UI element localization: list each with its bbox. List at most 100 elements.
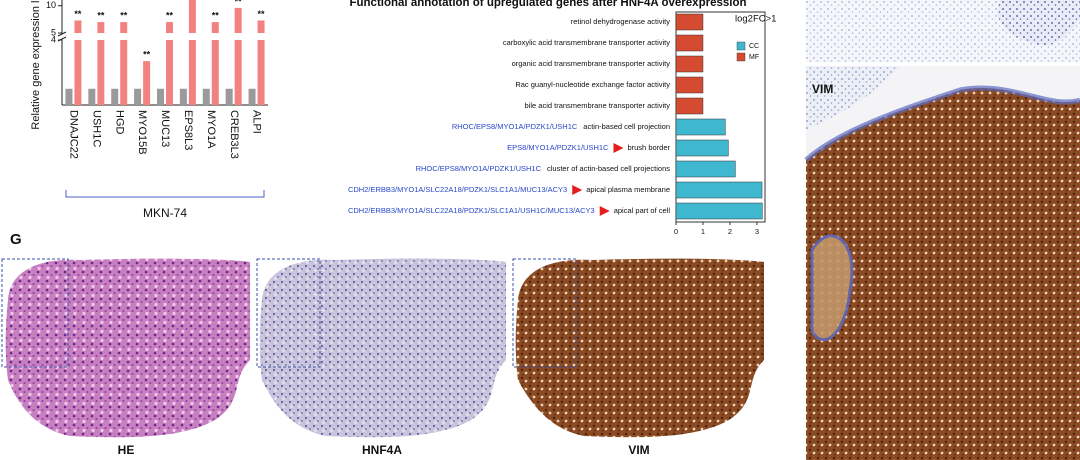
bar [234, 40, 242, 105]
annotation: log2FC>1 [735, 14, 776, 25]
bar [65, 88, 73, 105]
histology-image [512, 258, 766, 441]
x-tick-label: 0 [674, 227, 678, 236]
x-tick-label: 1 [701, 227, 705, 236]
histology-image [806, 0, 1080, 62]
bar [248, 88, 256, 105]
bar [97, 22, 105, 33]
bar [134, 88, 142, 105]
significance-label: ** [74, 9, 82, 19]
gene-list: CDH2/ERBB3/MYO1A/SLC22A18/PDZK1/SLC1A1/U… [348, 206, 595, 215]
panel-label: G [10, 231, 22, 248]
y-axis-label: Relative gene expression le [30, 0, 42, 130]
bar [257, 20, 265, 33]
bar [675, 202, 763, 220]
term-label: Rac guanyl-nucleotide exchange factor ac… [515, 80, 670, 89]
bar [675, 34, 704, 52]
bar [257, 40, 265, 105]
bar-chart: 45 10 Relative gene expression le ** DNAJC22… [30, 0, 268, 220]
bar [675, 97, 704, 115]
significance-label: ** [120, 10, 128, 20]
bar [675, 181, 763, 199]
bar [675, 76, 704, 94]
bar [120, 40, 128, 105]
term-label: retinol dehydrogenase activity [571, 17, 670, 26]
legend-swatch [736, 52, 746, 62]
bar [97, 40, 105, 105]
term-label: organic acid transmembrane transporter a… [512, 59, 671, 68]
bar [675, 55, 704, 73]
group-bracket [65, 190, 265, 198]
significance-label: ** [212, 10, 220, 20]
bar [234, 7, 242, 33]
x-tick-label: MYO1A [205, 110, 217, 149]
image-label: VIM [812, 82, 833, 96]
bar [211, 40, 219, 105]
histology-image [0, 258, 252, 441]
histology-image [256, 258, 508, 441]
significance-label: ** [166, 10, 174, 20]
x-tick-label: CREB3L3 [228, 110, 240, 159]
bar [675, 160, 736, 178]
y-tick-label: 4 [51, 34, 56, 44]
bar [166, 40, 173, 105]
bar [179, 88, 187, 105]
arrow-marker [599, 206, 610, 216]
bar [675, 139, 729, 157]
term-label: actin-based cell projection [583, 122, 670, 131]
bar [120, 22, 128, 33]
chart-title: Functional annotation of upregulated gen… [349, 0, 746, 9]
bar [143, 61, 151, 105]
bar [166, 22, 173, 33]
arrow-marker [613, 143, 624, 153]
y-tick-label: 5 [51, 27, 56, 37]
gene-list: EPS8/MYO1A/PDZK1/USH1C [507, 143, 609, 152]
bar [675, 13, 704, 31]
bar [111, 88, 119, 105]
bar [188, 40, 196, 105]
x-tick-label: EPS8L3 [182, 110, 194, 150]
image-label: HE [118, 443, 135, 457]
bar [88, 88, 96, 105]
bar [74, 20, 82, 33]
term-label: bile acid transmembrane transporter acti… [525, 101, 671, 110]
legend-swatch [736, 41, 746, 51]
bar [74, 40, 82, 105]
bar [188, 0, 196, 33]
legend-label: MF [749, 54, 759, 61]
term-label: brush border [627, 143, 670, 152]
x-tick-label: 3 [755, 227, 759, 236]
gene-list: RHOC/EPS8/MYO1A/PDZK1/USH1C [416, 164, 542, 173]
y-tick-label: 10 [46, 0, 56, 10]
bar [157, 88, 164, 105]
x-tick-label: HGD [113, 110, 125, 135]
bar [202, 88, 210, 105]
x-tick-label: MUC13 [159, 110, 171, 147]
significance-label: ** [143, 50, 151, 60]
image-label: VIM [628, 443, 649, 457]
axis-break [57, 31, 67, 37]
group-label: MKN-74 [143, 206, 187, 220]
bar [211, 22, 219, 33]
legend-label: CC [749, 43, 759, 50]
arrow-marker [572, 185, 583, 195]
x-tick-label: 2 [728, 227, 732, 236]
x-tick-label: MYO15B [136, 110, 148, 155]
term-label: carboxylic acid transmembrane transporte… [503, 38, 670, 47]
gene-list: RHOC/EPS8/MYO1A/PDZK1/USH1C [452, 122, 578, 131]
x-tick-label: USH1C [90, 110, 102, 147]
go-bar-chart: Functional annotation of upregulated gen… [348, 0, 777, 236]
significance-label: ** [97, 10, 105, 20]
histology-image [804, 66, 1080, 460]
x-tick-label: ALPI [251, 110, 263, 134]
x-tick-label: DNAJC22 [68, 110, 80, 159]
gene-list: CDH2/ERBB3/MYO1A/SLC22A18/PDZK1/SLC1A1/M… [348, 185, 567, 194]
significance-label: ** [258, 9, 266, 19]
bar [225, 88, 233, 105]
term-label: apical part of cell [614, 206, 671, 215]
term-label: apical plasma membrane [586, 185, 670, 194]
term-label: cluster of actin-based cell projections [547, 164, 670, 173]
significance-label: ** [235, 0, 243, 6]
